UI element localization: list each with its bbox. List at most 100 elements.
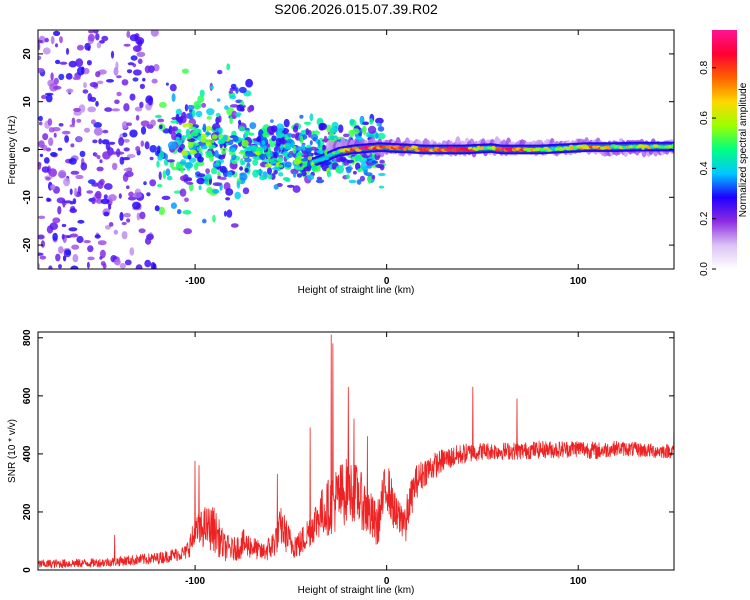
heatmap-cell-856 [77,219,85,224]
heatmap-cell-252 [123,103,130,112]
heatmap-cell-664 [176,161,180,171]
heatmap-cell-484 [175,108,182,116]
heatmap-cell-497 [165,168,171,176]
snr-x-ticks: -100 0 100 [185,332,587,587]
heatmap-cell-439 [116,91,122,97]
heatmap-cell-847 [356,179,362,185]
heatmap-cell-692 [75,174,84,180]
spectrogram-x-ticks: -100 0 100 [185,30,587,287]
spectrogram-y-label: Frequency (Hz) [7,116,18,185]
heatmap-cell-541 [86,190,94,194]
heatmap-cell-1996 [277,164,284,168]
spectrogram-x-label: Height of straight line (km) [298,285,415,296]
colorbar-tick-label: 0.2 [699,211,710,225]
heatmap-cell-318 [44,92,54,96]
heatmap-cell-729 [267,167,272,175]
heatmap-cell-1995 [305,166,310,172]
heatmap-cell-782 [52,232,58,241]
heatmap-cell-1867 [262,132,270,138]
heatmap-cell-457 [157,184,163,188]
heatmap-cell-796 [99,256,103,260]
heatmap-cell-165 [216,98,221,102]
heatmap-cell-573 [219,176,227,181]
heatmap-cell-774 [76,118,82,123]
heatmap-cell-694 [355,155,362,162]
heatmap-cell-1861 [244,130,251,135]
spectrogram-y-tick-label: -20 [22,237,33,252]
heatmap-cell-558 [140,120,150,127]
snr-x-tick-label: 100 [570,576,587,587]
heatmap-cell-871 [241,160,246,165]
heatmap-cell-666 [38,39,44,44]
heatmap-cell-756 [70,143,75,148]
heatmap-cell-647 [61,233,65,240]
heatmap-cell-456 [95,190,102,200]
heatmap-cell-709 [360,162,367,171]
heatmap-cell-682 [68,157,77,165]
heatmap-cell-429 [270,119,274,123]
heatmap-cell-2004 [249,145,258,150]
heatmap-cell-531 [149,179,157,187]
heatmap-cell-395 [126,218,131,223]
heatmap-cell-832 [108,194,117,202]
heatmap-cell-1858 [218,155,226,160]
heatmap-cell-612 [135,146,141,152]
heatmap-cell-1967 [187,138,196,143]
heatmap-cell-585 [123,168,132,172]
heatmap-cell-406 [176,209,182,215]
heatmap-cell-793 [53,132,57,138]
heatmap-cell-690 [259,174,266,181]
heatmap-cell-436 [149,156,154,161]
heatmap-cell-687 [166,175,173,181]
heatmap-cell-204 [137,39,143,47]
colorbar-gradient [712,30,737,269]
heatmap-cell-300 [124,171,134,178]
heatmap-cell-823 [310,134,319,140]
heatmap-cell-229 [92,30,99,34]
heatmap-cell-311 [38,252,44,256]
heatmap-cell-391 [181,68,189,74]
heatmap-cell-501 [278,172,284,177]
snr-x-label: Height of straight line (km) [298,585,415,596]
heatmap-cell-326 [58,264,62,269]
heatmap-cell-1864 [293,171,297,178]
heatmap-cell-671 [55,59,61,65]
heatmap-cell-1973 [185,122,193,127]
heatmap-cell-663 [335,167,340,173]
heatmap-cell-28 [83,82,87,89]
heatmap-cell-109 [95,100,99,107]
heatmap-cell-290 [121,121,129,130]
heatmap-cell-217 [315,179,325,184]
heatmap-cell-873 [105,143,111,151]
heatmap-cell-2008 [219,165,227,173]
heatmap-cell-710 [126,30,131,38]
snr-y-tick-label: 400 [22,445,33,462]
heatmap-cell-622 [127,62,135,66]
heatmap-cell-822 [147,97,153,106]
heatmap-cell-826 [129,34,139,42]
heatmap-cell-270 [149,145,157,153]
heatmap-cell-281 [124,259,132,266]
heatmap-cell-1947 [205,142,212,147]
heatmap-cell-498 [217,69,223,75]
heatmap-cell-352 [283,118,290,128]
heatmap-cell-1957 [252,156,257,160]
heatmap-cell-693 [95,71,101,78]
heatmap-cell-490 [58,73,65,81]
heatmap-cell-364 [65,73,73,80]
heatmap-cell-1865 [264,163,273,168]
heatmap-cell-496 [242,187,250,195]
heatmap-cell-233 [93,122,102,128]
heatmap-cell-410 [66,88,74,94]
heatmap-cell-1992 [208,150,212,157]
heatmap-cell-505 [70,170,80,175]
snr-x-tick-label: 0 [384,576,390,587]
heatmap-cell-547 [316,176,323,180]
heatmap-cell-867 [100,198,110,205]
heatmap-cell-704 [235,87,239,94]
heatmap-cell-283 [170,120,180,124]
heatmap-cell-377 [194,162,199,171]
heatmap-cell-2011 [240,138,244,142]
heatmap-cell-561 [39,153,44,157]
